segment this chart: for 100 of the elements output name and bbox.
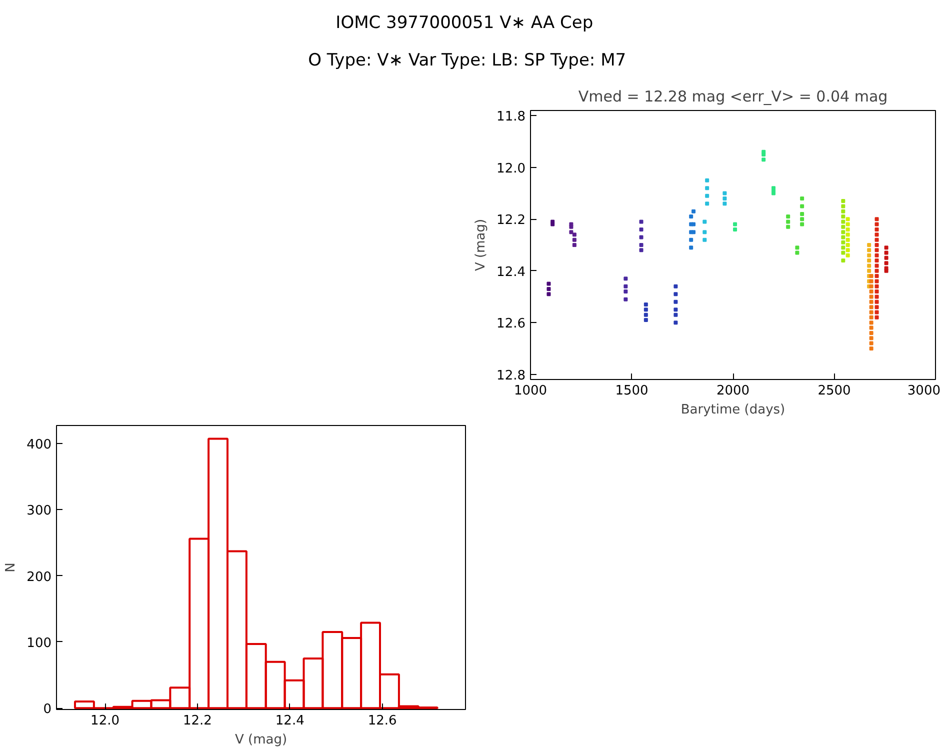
point <box>762 158 766 162</box>
x-tick-label: 12.0 <box>90 714 120 728</box>
point <box>867 264 872 268</box>
y-tick-label: 12.2 <box>496 213 526 228</box>
point <box>546 282 551 286</box>
y-tick-label: 400 <box>26 437 52 452</box>
y-tick-label: 300 <box>26 504 52 519</box>
point <box>874 264 879 268</box>
point <box>869 305 874 310</box>
point <box>786 214 790 219</box>
y-tick-label: 0 <box>43 702 52 718</box>
point <box>841 235 846 240</box>
point <box>705 202 710 206</box>
point <box>846 248 850 252</box>
point <box>867 258 872 263</box>
point <box>869 300 874 304</box>
y-axis-title: N <box>4 562 19 572</box>
point <box>624 276 628 281</box>
point <box>722 202 727 206</box>
point <box>644 302 648 306</box>
point <box>884 246 888 250</box>
point <box>841 246 846 250</box>
point <box>874 310 879 314</box>
point <box>644 308 648 312</box>
point <box>795 250 800 255</box>
point <box>692 209 696 214</box>
point <box>841 214 846 219</box>
point <box>569 224 574 229</box>
y-axis-title: V (mag) <box>474 218 489 272</box>
point <box>869 320 874 325</box>
point <box>674 292 678 296</box>
point <box>841 199 846 204</box>
point <box>874 248 879 252</box>
point <box>841 220 846 224</box>
point <box>674 320 678 325</box>
point <box>572 243 576 247</box>
point <box>674 284 678 288</box>
point <box>702 230 707 234</box>
point <box>874 253 879 258</box>
y-tick-label: 12.6 <box>496 316 526 332</box>
point <box>689 246 694 250</box>
point <box>702 238 707 242</box>
point <box>846 217 850 222</box>
point <box>800 212 804 216</box>
point <box>800 217 804 222</box>
point <box>867 268 872 273</box>
point <box>874 290 879 294</box>
point <box>846 232 850 237</box>
point <box>624 290 628 294</box>
point <box>884 268 888 273</box>
x-tick-label: 12.4 <box>275 714 304 728</box>
y-tick-label: 12.4 <box>496 264 526 280</box>
x-tick-label: 2000 <box>716 384 750 398</box>
point <box>722 196 727 200</box>
point <box>884 261 888 266</box>
point <box>874 243 879 247</box>
point <box>867 248 872 252</box>
point <box>841 258 846 263</box>
point <box>841 209 846 214</box>
point <box>762 152 766 156</box>
point <box>869 346 874 350</box>
y-tick-label: 200 <box>26 570 52 585</box>
chart-title: Vmed = 12.28 mag <err_V> = 0.04 mag <box>578 88 888 106</box>
point <box>692 222 696 226</box>
point <box>546 292 551 296</box>
point <box>722 191 727 196</box>
point <box>874 294 879 299</box>
point <box>874 274 879 278</box>
x-tick-label: 12.6 <box>368 714 397 728</box>
point <box>800 196 804 200</box>
point <box>846 253 850 258</box>
x-tick-label: 12.2 <box>182 714 212 728</box>
point <box>841 250 846 255</box>
point <box>874 238 879 242</box>
point <box>674 308 678 312</box>
point <box>869 315 874 320</box>
point <box>644 318 648 322</box>
point <box>624 297 628 302</box>
point <box>639 248 644 252</box>
point <box>874 300 879 304</box>
point <box>867 243 872 247</box>
point <box>624 284 628 288</box>
point <box>874 315 879 320</box>
point <box>639 243 644 247</box>
point <box>644 312 648 317</box>
point <box>869 341 874 346</box>
point <box>572 232 576 237</box>
point <box>705 178 710 182</box>
point <box>689 214 694 219</box>
y-tick-label: 12.0 <box>496 161 526 176</box>
point <box>884 250 888 255</box>
x-tick-label: 1500 <box>615 384 648 398</box>
point <box>689 238 694 242</box>
point <box>869 294 874 299</box>
x-axis-title: Barytime (days) <box>680 402 786 418</box>
point <box>874 268 879 273</box>
point <box>674 312 678 317</box>
point <box>733 227 738 232</box>
point <box>639 227 644 232</box>
point <box>869 290 874 294</box>
